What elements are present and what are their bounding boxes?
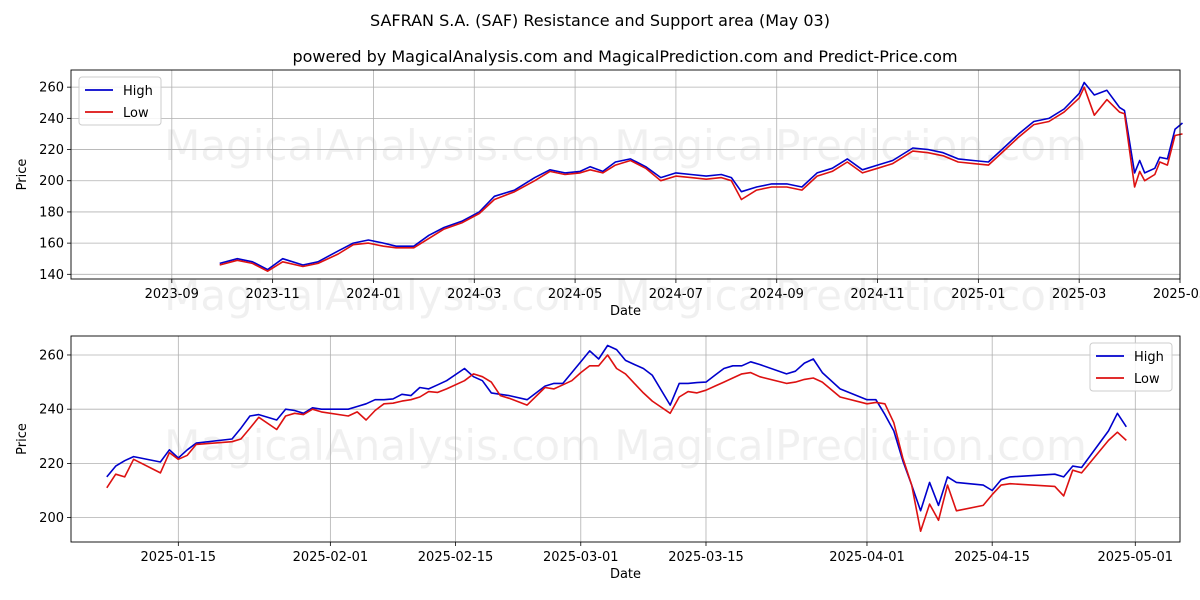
y-tick-label: 160: [39, 237, 64, 252]
bottom-panel: MagicalAnalysis.com MagicalPrediction.co…: [15, 335, 1181, 582]
x-tick-label: 2025-01: [951, 287, 1005, 302]
legend-box: [78, 76, 162, 126]
y-tick-label: 240: [39, 403, 64, 418]
x-tick-label: 2025-04-15: [954, 550, 1030, 565]
y-tick-label: 180: [39, 205, 64, 220]
x-tick-label: 2024-09: [750, 287, 804, 302]
x-axis-label: Date: [610, 304, 641, 319]
series-high-line: [106, 344, 1127, 512]
legend-label-high: High: [1134, 350, 1164, 365]
x-tick-label: 2025-03-15: [668, 550, 744, 565]
y-tick-label: 220: [39, 143, 64, 158]
y-tick-label: 140: [39, 268, 64, 283]
y-tick-label: 200: [39, 511, 64, 526]
y-tick-label: 240: [39, 112, 64, 127]
x-tick-label: 2024-07: [649, 287, 703, 302]
y-tick-label: 220: [39, 457, 64, 472]
x-tick-label: 2025-01-15: [141, 550, 217, 565]
x-tick-label: 2024-11: [850, 287, 904, 302]
chart-title: SAFRAN S.A. (SAF) Resistance and Support…: [370, 11, 830, 30]
chart-subtitle: powered by MagicalAnalysis.com and Magic…: [292, 47, 957, 66]
watermark: MagicalAnalysis.com MagicalPrediction.co…: [164, 421, 1087, 470]
legend-label-high: High: [123, 84, 153, 99]
x-tick-label: 2025-05: [1153, 287, 1200, 302]
legend-label-low: Low: [1134, 372, 1160, 387]
y-tick-label: 200: [39, 174, 64, 189]
x-tick-label: 2025-04-01: [829, 550, 905, 565]
x-tick-label: 2025-03-01: [543, 550, 619, 565]
legend-box: [1089, 342, 1173, 392]
x-tick-label: 2024-03: [447, 287, 501, 302]
x-tick-label: 2023-09: [145, 287, 199, 302]
y-axis-label: Price: [15, 423, 30, 455]
legend-label-low: Low: [123, 106, 149, 121]
y-tick-label: 260: [39, 81, 64, 96]
plot-frame: [70, 69, 1181, 280]
series-low-line: [106, 354, 1127, 533]
plot-frame: [70, 335, 1181, 543]
x-axis-label: Date: [610, 567, 641, 582]
x-tick-label: 2023-11: [245, 287, 299, 302]
series-low-line: [219, 86, 1183, 273]
top-panel: MagicalAnalysis.com MagicalPrediction.co…: [15, 69, 1200, 320]
x-tick-label: 2025-02-15: [418, 550, 494, 565]
x-tick-label: 2025-05-01: [1098, 550, 1174, 565]
x-tick-label: 2024-01: [346, 287, 400, 302]
y-tick-label: 260: [39, 348, 64, 363]
x-tick-label: 2024-05: [548, 287, 602, 302]
series-high-line: [219, 81, 1184, 271]
x-tick-label: 2025-03: [1052, 287, 1106, 302]
x-tick-label: 2025-02-01: [293, 550, 369, 565]
y-axis-label: Price: [15, 159, 30, 191]
